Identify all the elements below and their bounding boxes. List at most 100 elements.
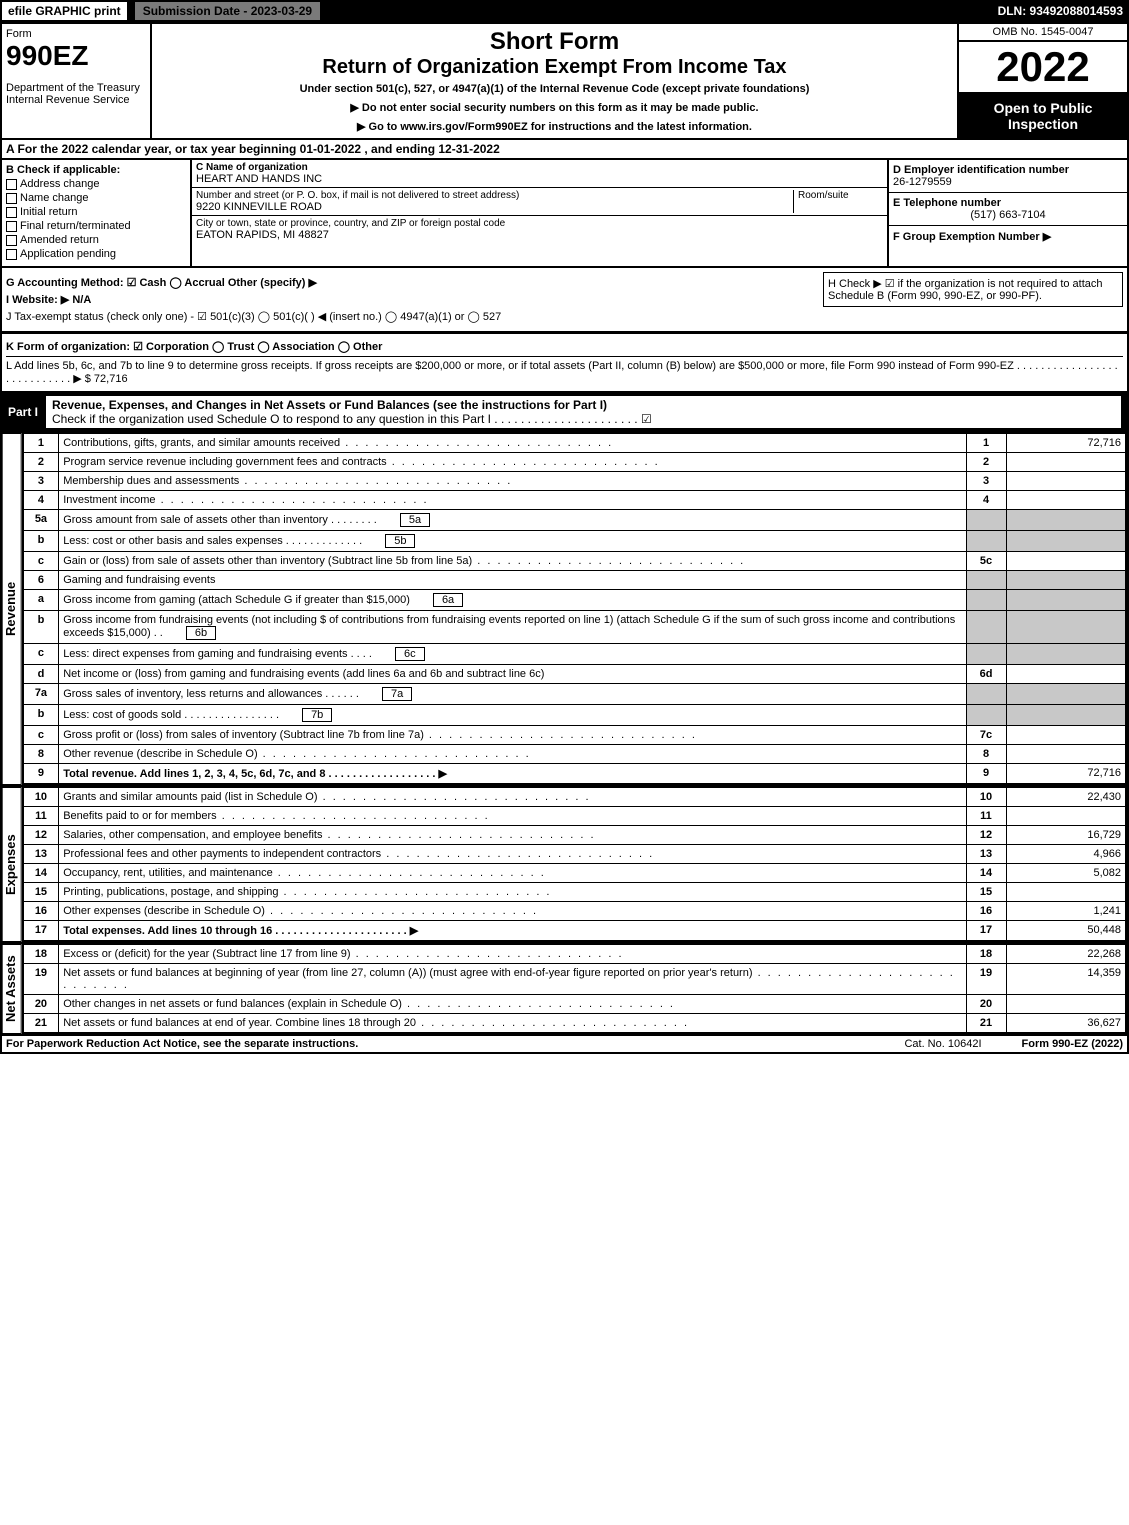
table-row: 5aGross amount from sale of assets other…	[23, 510, 1126, 531]
section-ghij: H Check ▶ ☑ if the organization is not r…	[0, 268, 1129, 333]
table-row: 1Contributions, gifts, grants, and simil…	[23, 434, 1126, 453]
section-bcd: B Check if applicable: Address change Na…	[0, 160, 1129, 268]
form-number: 990EZ	[6, 40, 146, 72]
chk-address-change[interactable]: Address change	[6, 178, 186, 190]
department: Department of the Treasury Internal Reve…	[6, 82, 146, 106]
part1-label: Part I	[8, 405, 46, 419]
table-row: cGross profit or (loss) from sales of in…	[23, 726, 1126, 745]
part1-title: Revenue, Expenses, and Changes in Net As…	[46, 396, 1121, 428]
table-row: 18Excess or (deficit) for the year (Subt…	[23, 945, 1126, 964]
form-ref: Form 990-EZ (2022)	[1022, 1038, 1123, 1050]
city-row: City or town, state or province, country…	[192, 216, 887, 243]
city: EATON RAPIDS, MI 48827	[196, 229, 883, 241]
table-row: bLess: cost or other basis and sales exp…	[23, 531, 1126, 552]
chk-name-change[interactable]: Name change	[6, 192, 186, 204]
h-box: H Check ▶ ☑ if the organization is not r…	[823, 272, 1123, 307]
j-tax-exempt: J Tax-exempt status (check only one) - ☑…	[6, 310, 1123, 323]
chk-final-return[interactable]: Final return/terminated	[6, 220, 186, 232]
subtitle-section: Under section 501(c), 527, or 4947(a)(1)…	[156, 83, 953, 95]
table-row: 21Net assets or fund balances at end of …	[23, 1014, 1126, 1034]
table-row: 15Printing, publications, postage, and s…	[23, 883, 1126, 902]
phone: (517) 663-7104	[893, 209, 1123, 221]
revenue-section: Revenue 1Contributions, gifts, grants, a…	[0, 433, 1129, 787]
netassets-side-label: Net Assets	[2, 944, 22, 1034]
expenses-section: Expenses 10Grants and similar amounts pa…	[0, 787, 1129, 944]
section-kl: K Form of organization: ☑ Corporation ◯ …	[0, 333, 1129, 393]
revenue-side-label: Revenue	[2, 433, 22, 785]
table-row: 4Investment income4	[23, 491, 1126, 510]
table-row: 13Professional fees and other payments t…	[23, 845, 1126, 864]
efile-label[interactable]: efile GRAPHIC print	[0, 0, 129, 22]
table-row: 12Salaries, other compensation, and empl…	[23, 826, 1126, 845]
c-label: C Name of organization	[196, 162, 883, 173]
k-form-org: K Form of organization: ☑ Corporation ◯ …	[6, 340, 1123, 357]
chk-application-pending[interactable]: Application pending	[6, 248, 186, 260]
table-row: 11Benefits paid to or for members11	[23, 807, 1126, 826]
e-label: E Telephone number	[893, 197, 1123, 209]
title-return: Return of Organization Exempt From Incom…	[156, 56, 953, 79]
table-row: 3Membership dues and assessments3	[23, 472, 1126, 491]
table-row: 6Gaming and fundraising events	[23, 571, 1126, 590]
omb-number: OMB No. 1545-0047	[959, 24, 1127, 42]
expenses-table: 10Grants and similar amounts paid (list …	[22, 787, 1127, 942]
section-b: B Check if applicable: Address change Na…	[2, 160, 192, 266]
revenue-table: 1Contributions, gifts, grants, and simil…	[22, 433, 1127, 785]
table-row: 2Program service revenue including gover…	[23, 453, 1126, 472]
dln: DLN: 93492088014593	[998, 4, 1129, 18]
part1-header: Part I Revenue, Expenses, and Changes in…	[0, 393, 1129, 433]
expenses-side-label: Expenses	[2, 787, 22, 942]
chk-initial-return[interactable]: Initial return	[6, 206, 186, 218]
header-right: OMB No. 1545-0047 2022 Open to Public In…	[957, 24, 1127, 138]
table-row: aGross income from gaming (attach Schedu…	[23, 590, 1126, 611]
header-left: Form 990EZ Department of the Treasury In…	[2, 24, 152, 138]
submission-date: Submission Date - 2023-03-29	[133, 0, 322, 22]
org-name-row: C Name of organization HEART AND HANDS I…	[192, 160, 887, 188]
page-footer: For Paperwork Reduction Act Notice, see …	[0, 1036, 1129, 1054]
paperwork-notice: For Paperwork Reduction Act Notice, see …	[6, 1038, 358, 1050]
room-label: Room/suite	[798, 190, 883, 201]
city-label: City or town, state or province, country…	[196, 218, 883, 229]
form-header: Form 990EZ Department of the Treasury In…	[0, 22, 1129, 140]
instruction-url[interactable]: ▶ Go to www.irs.gov/Form990EZ for instru…	[156, 120, 953, 133]
table-row: cLess: direct expenses from gaming and f…	[23, 644, 1126, 665]
section-c: C Name of organization HEART AND HANDS I…	[192, 160, 887, 266]
cat-no: Cat. No. 10642I	[904, 1038, 981, 1050]
table-row: cGain or (loss) from sale of assets othe…	[23, 552, 1126, 571]
top-bar: efile GRAPHIC print Submission Date - 20…	[0, 0, 1129, 22]
table-row: 10Grants and similar amounts paid (list …	[23, 788, 1126, 807]
table-row: 7aGross sales of inventory, less returns…	[23, 684, 1126, 705]
table-row: 19Net assets or fund balances at beginni…	[23, 964, 1126, 995]
table-row: bLess: cost of goods sold . . . . . . . …	[23, 705, 1126, 726]
phone-row: E Telephone number (517) 663-7104	[889, 193, 1127, 226]
header-mid: Short Form Return of Organization Exempt…	[152, 24, 957, 138]
chk-amended-return[interactable]: Amended return	[6, 234, 186, 246]
l-gross-receipts: L Add lines 5b, 6c, and 7b to line 9 to …	[6, 360, 1123, 385]
group-exemption-row: F Group Exemption Number ▶	[889, 226, 1127, 247]
street-label: Number and street (or P. O. box, if mail…	[196, 190, 793, 201]
table-row: 16Other expenses (describe in Schedule O…	[23, 902, 1126, 921]
table-row: 17Total expenses. Add lines 10 through 1…	[23, 921, 1126, 942]
street-row: Number and street (or P. O. box, if mail…	[192, 188, 887, 216]
title-short-form: Short Form	[156, 28, 953, 56]
b-label: B Check if applicable:	[6, 164, 186, 176]
form-label: Form	[6, 28, 146, 40]
section-def: D Employer identification number 26-1279…	[887, 160, 1127, 266]
netassets-table: 18Excess or (deficit) for the year (Subt…	[22, 944, 1127, 1034]
table-row: dNet income or (loss) from gaming and fu…	[23, 665, 1126, 684]
table-row: bGross income from fundraising events (n…	[23, 611, 1126, 644]
ein: 26-1279559	[893, 176, 1123, 188]
ein-row: D Employer identification number 26-1279…	[889, 160, 1127, 193]
netassets-section: Net Assets 18Excess or (deficit) for the…	[0, 944, 1129, 1036]
public-inspection: Open to Public Inspection	[959, 94, 1127, 138]
instruction-ssn: ▶ Do not enter social security numbers o…	[156, 101, 953, 114]
table-row: 9Total revenue. Add lines 1, 2, 3, 4, 5c…	[23, 764, 1126, 785]
table-row: 20Other changes in net assets or fund ba…	[23, 995, 1126, 1014]
street: 9220 KINNEVILLE ROAD	[196, 201, 793, 213]
d-label: D Employer identification number	[893, 164, 1123, 176]
table-row: 14Occupancy, rent, utilities, and mainte…	[23, 864, 1126, 883]
table-row: 8Other revenue (describe in Schedule O)8	[23, 745, 1126, 764]
tax-year: 2022	[959, 42, 1127, 94]
section-a-period: A For the 2022 calendar year, or tax yea…	[0, 140, 1129, 160]
f-label: F Group Exemption Number ▶	[893, 230, 1123, 243]
org-name: HEART AND HANDS INC	[196, 173, 883, 185]
